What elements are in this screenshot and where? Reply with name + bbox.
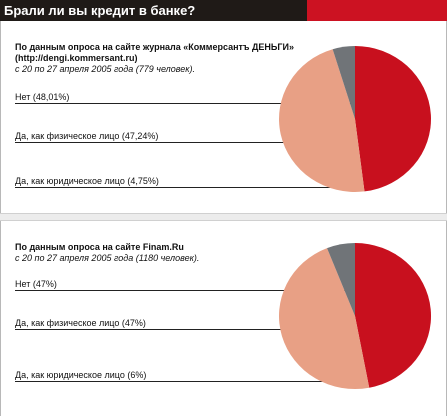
survey1-pie-chart — [279, 46, 432, 192]
header-accent — [307, 0, 447, 21]
header-bar: Брали ли вы кредит в банке? — [0, 0, 447, 21]
survey1-label-no: Нет (48,01%) — [15, 92, 70, 102]
pie1-slice-individual — [279, 49, 365, 192]
survey1-subtitle: с 20 по 27 апреля 2005 года (779 человек… — [15, 64, 195, 74]
survey1-label-individual: Да, как физическое лицо (47,24%) — [15, 131, 159, 141]
survey1-title: По данным опроса на сайте журнала «Комме… — [15, 42, 294, 52]
survey2-pie-chart — [278, 243, 432, 390]
pie2-slice-individual — [278, 248, 370, 390]
survey2-label-no: Нет (47%) — [15, 279, 57, 289]
survey2-label-individual: Да, как физическое лицо (47%) — [15, 318, 146, 328]
pie1-slice-no — [355, 46, 432, 192]
survey2-leader-individual — [15, 329, 291, 330]
survey2-title: По данным опроса на сайте Finam.Ru — [15, 242, 184, 252]
survey1-leader-legal — [15, 187, 354, 188]
survey1-leader-no — [15, 103, 379, 104]
survey2-leader-legal — [15, 381, 349, 382]
pie2-slice-legal — [327, 243, 355, 316]
survey2-leader-no — [15, 290, 375, 291]
survey1-source: (http://dengi.kommersant.ru) — [15, 53, 138, 63]
survey2-subtitle: с 20 по 27 апреля 2005 года (1180 челове… — [15, 253, 200, 263]
survey1-leader-individual — [15, 142, 295, 143]
pie1-slice-legal — [332, 46, 355, 119]
survey1-label-legal: Да, как юридическое лицо (4,75%) — [15, 176, 159, 186]
section-divider — [0, 213, 447, 221]
page-title: Брали ли вы кредит в банке? — [4, 3, 196, 18]
pie2-slice-no — [355, 243, 432, 388]
survey2-label-legal: Да, как юридическое лицо (6%) — [15, 370, 147, 380]
